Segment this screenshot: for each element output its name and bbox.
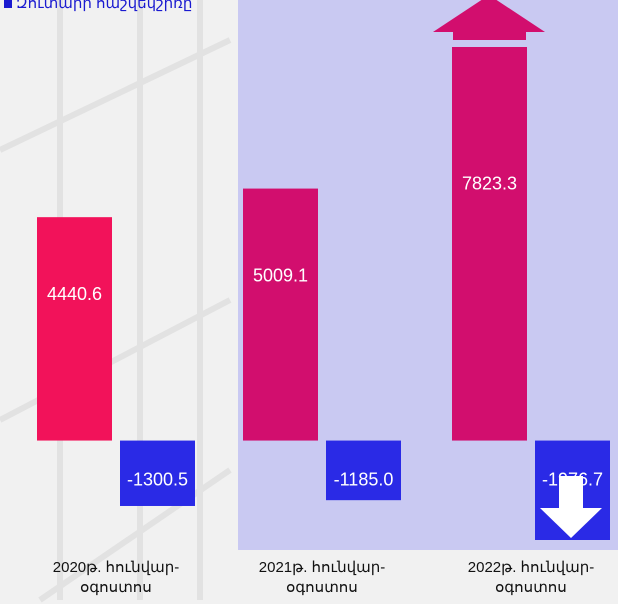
down-arrow bbox=[540, 476, 602, 538]
x-tick-label: 2022թ. հունվար-օգոստոս bbox=[467, 559, 595, 596]
up-arrow bbox=[433, 0, 545, 40]
data-label: -1185.0 bbox=[334, 469, 394, 489]
data-label: 4440.6 bbox=[47, 284, 102, 304]
background bbox=[0, 0, 232, 603]
bar bbox=[120, 440, 195, 506]
x-tick-label: 2021թ. հունվար-օգոստոս bbox=[258, 559, 386, 596]
data-label: 7823.3 bbox=[462, 173, 517, 193]
data-label: -1300.5 bbox=[127, 469, 188, 489]
bar bbox=[37, 217, 112, 441]
bar bbox=[452, 47, 527, 441]
chart-title: Զուտարի հաշվեկշիռը bbox=[4, 0, 192, 12]
bar bbox=[243, 188, 318, 441]
bar bbox=[326, 440, 401, 501]
data-label: 5009.1 bbox=[253, 266, 308, 286]
x-tick-label: 2020թ. հունվար-օգոստոս bbox=[52, 559, 180, 596]
